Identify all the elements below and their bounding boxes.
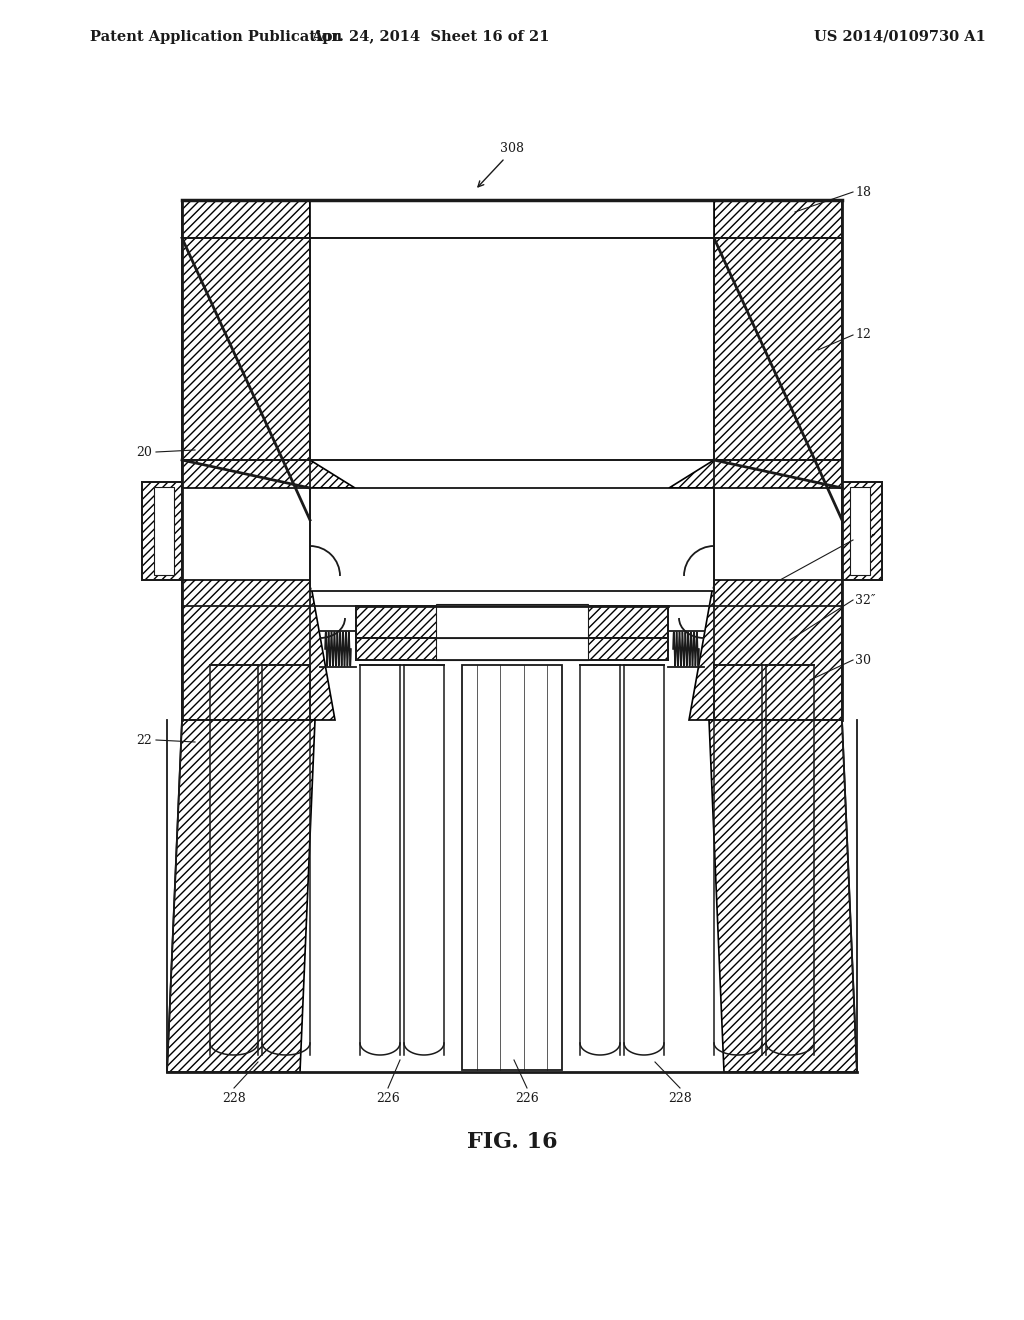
Text: Apr. 24, 2014  Sheet 16 of 21: Apr. 24, 2014 Sheet 16 of 21 <box>310 30 549 44</box>
Text: 34″: 34″ <box>855 533 876 546</box>
Polygon shape <box>310 488 714 591</box>
Text: US 2014/0109730 A1: US 2014/0109730 A1 <box>814 30 986 44</box>
Text: FIG. 16: FIG. 16 <box>467 1131 557 1152</box>
Polygon shape <box>689 579 842 719</box>
Polygon shape <box>182 459 355 488</box>
Text: 308: 308 <box>500 143 524 154</box>
Polygon shape <box>182 201 310 238</box>
Polygon shape <box>310 238 714 459</box>
Polygon shape <box>310 201 714 238</box>
Polygon shape <box>154 487 174 576</box>
Polygon shape <box>167 719 315 1072</box>
Text: 22: 22 <box>136 734 152 747</box>
Polygon shape <box>714 238 842 459</box>
Polygon shape <box>182 238 310 459</box>
Text: 226: 226 <box>515 1092 539 1105</box>
Polygon shape <box>462 665 562 1071</box>
Text: 20: 20 <box>136 446 152 458</box>
Polygon shape <box>850 487 870 576</box>
Text: Patent Application Publication: Patent Application Publication <box>90 30 342 44</box>
Polygon shape <box>436 605 588 640</box>
Text: 12: 12 <box>855 329 870 342</box>
Polygon shape <box>182 579 335 719</box>
Text: 18: 18 <box>855 186 871 198</box>
Polygon shape <box>714 201 842 238</box>
Polygon shape <box>356 606 668 638</box>
Text: 36″: 36″ <box>476 824 497 837</box>
Polygon shape <box>709 719 857 1072</box>
Text: 228: 228 <box>222 1092 246 1105</box>
Text: 228: 228 <box>668 1092 692 1105</box>
Text: 226: 226 <box>376 1092 400 1105</box>
Polygon shape <box>436 638 588 660</box>
Text: 32″: 32″ <box>855 594 876 606</box>
Polygon shape <box>669 459 842 488</box>
Polygon shape <box>356 638 668 660</box>
Polygon shape <box>842 482 882 579</box>
Text: 30: 30 <box>855 653 871 667</box>
Polygon shape <box>142 482 182 579</box>
